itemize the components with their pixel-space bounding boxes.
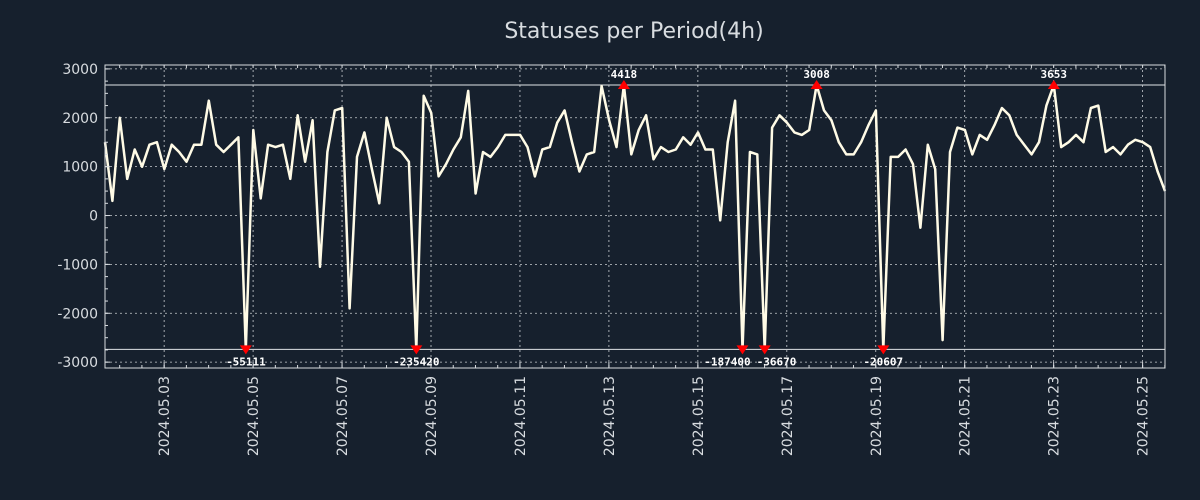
x-tick-label: 2024.05.25	[1136, 376, 1152, 456]
x-tick-label: 2024.05.03	[157, 376, 173, 456]
x-tick-label: 2024.05.17	[780, 376, 796, 456]
x-tick-label: 2024.05.09	[424, 376, 440, 456]
outlier-marker-down	[877, 345, 890, 355]
outlier-markers: -55111 -235420 4418 -187400 -36670 3008 -20607…	[226, 68, 1067, 368]
chart-title: Statuses per Period(4h)	[504, 19, 763, 44]
y-tick-label: 2000	[62, 111, 98, 127]
outlier-label: -55111	[226, 355, 266, 368]
y-tick-label: 3000	[62, 62, 98, 78]
outlier-label: 3008	[803, 68, 830, 81]
x-tick-label: 2024.05.19	[869, 376, 885, 456]
y-tick-label: 1000	[62, 160, 98, 176]
x-tick-label: 2024.05.23	[1047, 376, 1063, 456]
outlier-marker-up	[1047, 80, 1060, 90]
x-tick-label: 2024.05.15	[691, 376, 707, 456]
outlier-marker-down	[758, 345, 771, 355]
outlier-marker-up	[617, 80, 630, 90]
axes: 3000 2000 1000 0 -1000 -2000 -3000 2024.05.03 20…	[57, 62, 1166, 456]
x-tick-label: 2024.05.05	[246, 376, 262, 456]
y-tick-label: -2000	[57, 306, 98, 322]
clip-lines	[105, 84, 1165, 350]
outlier-label: -36670	[757, 355, 797, 368]
outlier-marker-down	[736, 345, 749, 355]
outlier-label: -187400	[704, 355, 750, 368]
plot-frame	[104, 64, 1166, 369]
x-tick-label: 2024.05.13	[602, 376, 618, 456]
outlier-label: -235420	[393, 355, 439, 368]
outlier-marker-up	[810, 80, 823, 90]
outlier-label: 4418	[611, 68, 638, 81]
x-tick-label: 2024.05.21	[958, 376, 974, 456]
x-tick-label: 2024.05.11	[513, 376, 529, 456]
outlier-label: 3653	[1041, 68, 1068, 81]
y-tick-label: 0	[89, 209, 98, 225]
x-tick-label: 2024.05.07	[335, 376, 351, 456]
y-tick-label: -1000	[57, 257, 98, 273]
series-line	[103, 83, 1167, 351]
outlier-marker-down	[239, 345, 252, 355]
y-tick-label: -3000	[57, 355, 98, 371]
outlier-marker-down	[410, 345, 423, 355]
outlier-label: -20607	[863, 355, 903, 368]
